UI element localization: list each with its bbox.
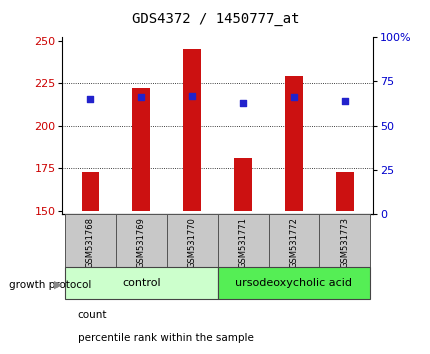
Point	[341, 98, 347, 104]
Bar	[116, 214, 166, 267]
Bar	[233, 158, 252, 211]
Text: count: count	[77, 310, 107, 320]
Point	[87, 96, 94, 102]
Text: ▶: ▶	[54, 280, 62, 290]
Bar	[65, 214, 116, 267]
Text: percentile rank within the sample: percentile rank within the sample	[77, 333, 253, 343]
Text: GSM531771: GSM531771	[238, 217, 247, 268]
Bar	[268, 214, 319, 267]
Bar	[335, 172, 353, 211]
Point	[290, 95, 297, 100]
Bar	[284, 76, 302, 211]
Bar	[217, 267, 369, 299]
Bar	[183, 49, 201, 211]
Text: control: control	[122, 278, 160, 288]
Bar	[217, 214, 268, 267]
Text: GSM531773: GSM531773	[340, 217, 349, 268]
Point	[239, 100, 246, 105]
Point	[138, 95, 144, 100]
Point	[188, 93, 195, 98]
Bar	[81, 172, 99, 211]
Bar	[132, 88, 150, 211]
Bar	[65, 267, 217, 299]
Text: GSM531768: GSM531768	[86, 217, 95, 268]
Text: GSM531770: GSM531770	[187, 217, 196, 268]
Bar	[166, 214, 217, 267]
Text: growth protocol: growth protocol	[9, 280, 91, 290]
Text: ursodeoxycholic acid: ursodeoxycholic acid	[235, 278, 352, 288]
Text: GDS4372 / 1450777_at: GDS4372 / 1450777_at	[132, 12, 298, 27]
Text: GSM531769: GSM531769	[137, 217, 145, 268]
Bar	[319, 214, 369, 267]
Text: GSM531772: GSM531772	[289, 217, 298, 268]
